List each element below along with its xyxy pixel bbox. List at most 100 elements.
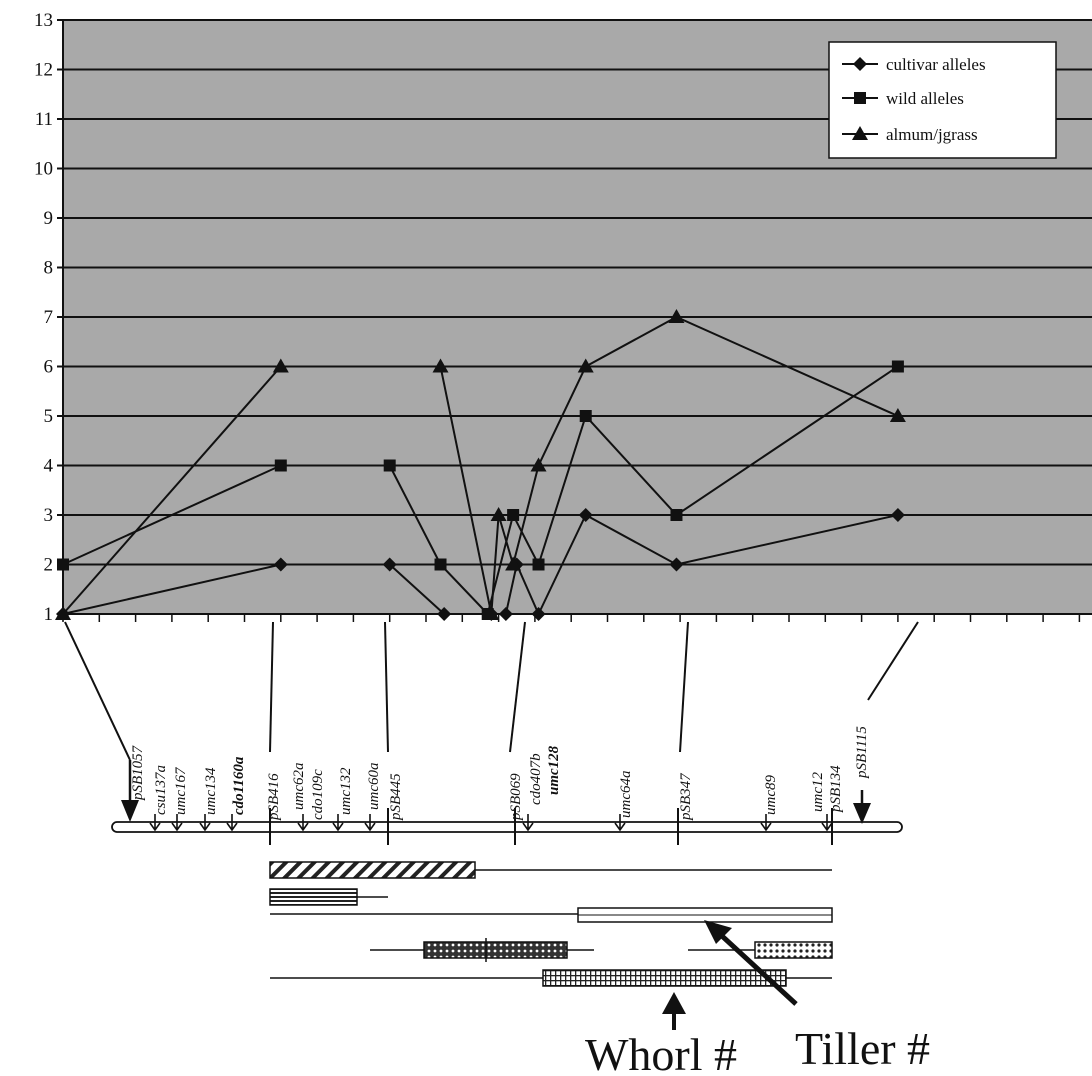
- y-tick-label: 1: [44, 604, 54, 625]
- legend: cultivar alleles wild alleles almum/jgra…: [828, 41, 1057, 159]
- data-point-triangle: [272, 358, 289, 373]
- data-point-square: [383, 459, 396, 472]
- data-point-diamond: [382, 557, 397, 572]
- marker-label: pSB416: [266, 773, 282, 821]
- marker-labels: pSB1057 csu137a umc167 umc134 cdo1160a p…: [130, 726, 870, 821]
- data-point-triangle: [530, 457, 547, 472]
- marker-label: pSB134: [828, 765, 844, 813]
- series-line: [388, 365, 899, 616]
- marker-label: cdo1160a: [231, 756, 247, 815]
- marker-label: umc12: [810, 772, 826, 812]
- series-3: [55, 309, 906, 620]
- data-point-diamond: [890, 508, 905, 522]
- y-tick-label: 2: [44, 555, 54, 576]
- marker-label: umc89: [763, 775, 779, 815]
- data-point-square: [507, 509, 520, 521]
- data-point-diamond: [669, 557, 684, 572]
- y-tick-label: 5: [44, 406, 54, 427]
- data-point-diamond: [531, 607, 546, 621]
- down-arrow-icon: [364, 814, 376, 832]
- marker-label: umc128: [546, 745, 562, 795]
- triangle-icon: [852, 126, 868, 140]
- data-point-triangle: [889, 408, 906, 422]
- y-tick-label: 11: [35, 109, 53, 130]
- series-2: [57, 360, 904, 620]
- data-point-triangle: [55, 606, 71, 620]
- series-line: [62, 563, 282, 615]
- data-point-triangle: [432, 358, 449, 373]
- connector-line: [679, 621, 689, 753]
- down-arrow-icon: [297, 814, 309, 832]
- y-tick-label: 8: [44, 258, 54, 279]
- data-point-diamond: [578, 508, 593, 522]
- square-icon: [854, 92, 866, 104]
- down-arrow-icon: [171, 814, 183, 832]
- whorl-label: Whorl #: [585, 1029, 737, 1076]
- data-point-square: [274, 459, 287, 472]
- y-tick-label: 7: [44, 307, 54, 328]
- series-layer: [55, 309, 906, 621]
- data-point-square: [579, 410, 592, 422]
- legend-label-wild: wild alleles: [886, 89, 964, 108]
- data-point-diamond: [498, 607, 513, 621]
- series-line: [389, 563, 445, 615]
- marker-label: umc64a: [618, 771, 634, 819]
- series-line: [62, 464, 282, 566]
- down-arrow-icon: [332, 814, 344, 832]
- marker-label: pSB445: [388, 773, 404, 821]
- up-arrow-icon: [662, 992, 686, 1014]
- x-axis-ticks: [62, 614, 1081, 622]
- down-arrow-icon: [614, 814, 626, 832]
- down-arrow-icon: [121, 800, 139, 822]
- marker-label: cdo109c: [310, 769, 326, 820]
- marker-label: umc134: [203, 767, 219, 815]
- marker-label: umc132: [338, 767, 354, 815]
- tiller-label: Tiller #: [795, 1023, 930, 1074]
- data-point-square: [57, 558, 69, 571]
- data-point-diamond: [273, 557, 288, 572]
- down-arrow-icon: [522, 814, 534, 832]
- marker-label: umc62a: [291, 763, 307, 811]
- down-arrow-icon: [853, 803, 871, 824]
- data-point-square: [891, 360, 904, 373]
- marker-label: pSB1115: [854, 726, 870, 779]
- y-tick-label: 3: [44, 505, 54, 526]
- qtl-bar: [754, 941, 833, 959]
- data-point-triangle: [483, 606, 500, 620]
- end-arrows: [121, 760, 871, 824]
- down-arrow-icon: [821, 814, 833, 832]
- down-arrow-icon: [149, 814, 161, 832]
- qtl-bar: [269, 888, 358, 906]
- down-arrow-icon: [199, 814, 211, 832]
- marker-label: cdo407b: [528, 753, 544, 805]
- down-arrow-icon: [760, 814, 772, 832]
- data-point-triangle: [668, 309, 685, 323]
- data-point-triangle: [505, 556, 522, 571]
- connector-line: [384, 621, 389, 753]
- y-tick-label: 12: [34, 60, 53, 81]
- legend-label-almum: almum/jgrass: [886, 125, 978, 144]
- qtl-bar: [269, 861, 476, 879]
- data-point-square: [434, 558, 447, 571]
- framework-marker-ticks: [269, 808, 833, 845]
- qtl-intervals: [269, 861, 833, 987]
- qtl-bar: [542, 969, 787, 987]
- data-point-square: [670, 509, 683, 521]
- series-line: [439, 315, 899, 615]
- y-tick-label: 10: [34, 159, 53, 180]
- marker-label: umc60a: [366, 763, 382, 811]
- diamond-icon: [853, 57, 867, 71]
- y-tick-label: 13: [34, 10, 53, 31]
- y-tick-label: 9: [44, 208, 54, 229]
- data-point-square: [532, 558, 545, 571]
- data-point-triangle: [577, 358, 594, 373]
- qtl-pointers: [662, 920, 798, 1030]
- connector-line: [867, 621, 919, 701]
- connector-line: [509, 621, 526, 753]
- marker-label: csu137a: [153, 765, 169, 815]
- legend-label-cultivar: cultivar alleles: [886, 55, 986, 74]
- down-arrow-icon: [226, 814, 238, 832]
- y-tick-label: 6: [44, 357, 54, 378]
